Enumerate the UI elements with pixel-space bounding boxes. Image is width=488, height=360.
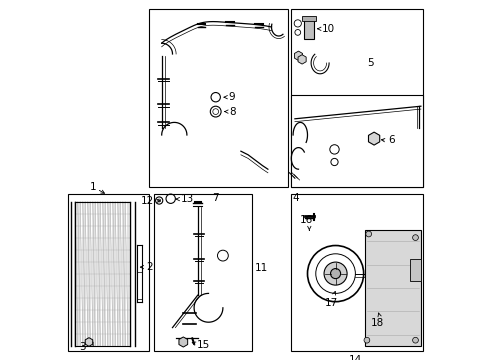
Bar xyxy=(365,230,420,346)
Text: 6: 6 xyxy=(387,135,394,145)
Text: 8: 8 xyxy=(229,107,236,117)
Bar xyxy=(291,95,422,187)
Text: 12: 12 xyxy=(141,196,154,206)
Bar xyxy=(154,194,251,351)
Bar xyxy=(302,16,315,21)
Circle shape xyxy=(412,337,418,343)
Text: 2: 2 xyxy=(146,262,153,272)
Text: 14: 14 xyxy=(348,355,361,360)
Circle shape xyxy=(412,235,418,240)
Bar xyxy=(291,9,422,187)
Text: 18: 18 xyxy=(370,318,384,328)
Text: 3: 3 xyxy=(80,342,86,352)
Text: 7: 7 xyxy=(211,193,218,203)
Bar xyxy=(303,18,313,39)
Bar xyxy=(291,194,422,351)
Text: 16: 16 xyxy=(300,215,313,225)
Bar xyxy=(409,259,420,281)
Text: 13: 13 xyxy=(181,194,194,204)
Text: 17: 17 xyxy=(325,298,338,308)
Text: 4: 4 xyxy=(291,193,298,203)
Text: 11: 11 xyxy=(255,263,268,273)
Text: 1: 1 xyxy=(90,182,97,192)
Circle shape xyxy=(363,337,369,343)
Circle shape xyxy=(330,269,340,279)
Text: 5: 5 xyxy=(366,58,373,68)
Circle shape xyxy=(365,231,371,237)
Circle shape xyxy=(324,262,346,285)
Text: 15: 15 xyxy=(197,340,210,350)
Text: 9: 9 xyxy=(228,92,235,102)
Bar xyxy=(68,194,149,351)
Text: 10: 10 xyxy=(322,24,335,34)
Bar xyxy=(149,9,287,187)
